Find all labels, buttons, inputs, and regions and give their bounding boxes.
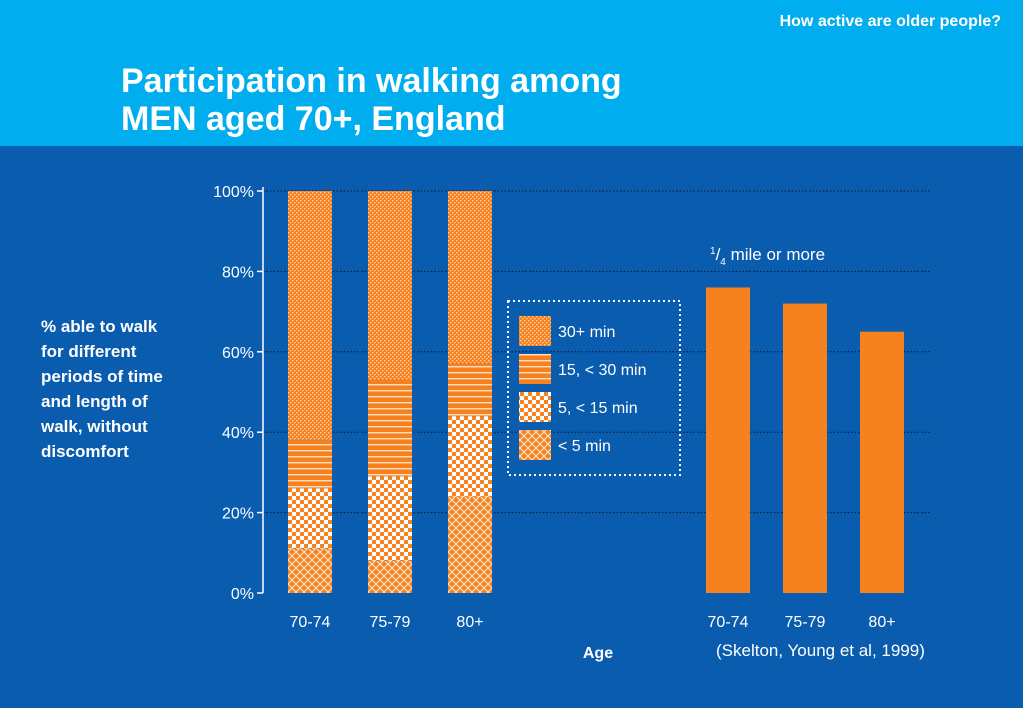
legend-label: 5, < 15 min xyxy=(558,400,638,417)
y-axis-label-line: periods of time xyxy=(41,367,163,386)
bar xyxy=(706,287,750,593)
bar xyxy=(783,303,827,593)
legend-swatch xyxy=(519,392,551,422)
bar-segment xyxy=(288,548,332,593)
bar-segment xyxy=(288,488,332,549)
legend-swatch xyxy=(519,354,551,384)
y-tick-label: 60% xyxy=(222,345,254,362)
bar-segment xyxy=(368,379,412,477)
page-title: Participation in walking among MEN aged … xyxy=(121,62,881,138)
bar-segment xyxy=(368,560,412,593)
x-tick-label: 70-74 xyxy=(708,614,749,631)
bar-segment xyxy=(448,496,492,593)
x-tick-label: 75-79 xyxy=(785,614,826,631)
bar xyxy=(860,331,904,593)
x-tick-label: 80+ xyxy=(868,614,895,631)
bar-segment xyxy=(368,191,412,380)
y-axis-label-line: and length of xyxy=(41,392,148,411)
y-tick-label: 0% xyxy=(231,586,254,603)
y-tick-label: 20% xyxy=(222,506,254,523)
legend-swatch xyxy=(519,316,551,346)
y-axis-label-line: walk, without xyxy=(41,417,148,436)
bar-segment xyxy=(448,416,492,497)
x-tick-label: 75-79 xyxy=(370,614,411,631)
legend-label: 15, < 30 min xyxy=(558,362,647,379)
title-line-1: Participation in walking among xyxy=(121,62,622,100)
series-title: How active are older people? xyxy=(779,13,1001,30)
y-axis-label: % able to walk for different periods of … xyxy=(41,314,211,464)
title-line-2: MEN aged 70+, England xyxy=(121,100,506,138)
header-band xyxy=(0,0,1023,146)
bar-segment xyxy=(448,191,492,364)
x-tick-label: 70-74 xyxy=(290,614,331,631)
x-tick-label: 80+ xyxy=(456,614,483,631)
legend-label: 30+ min xyxy=(558,324,615,341)
source-citation: (Skelton, Young et al, 1999) xyxy=(716,641,925,660)
y-tick-label: 80% xyxy=(222,264,254,281)
y-axis-label-line: for different xyxy=(41,342,137,361)
bar-segment xyxy=(288,191,332,441)
bar-segment xyxy=(288,440,332,489)
bar-segment xyxy=(368,476,412,561)
y-axis-label-line: % able to walk xyxy=(41,317,158,336)
x-axis-label: Age xyxy=(583,645,613,662)
bar-segment xyxy=(448,363,492,417)
annotation-quarter-mile: 1/4 mile or more xyxy=(710,245,825,268)
y-tick-label: 100% xyxy=(213,184,254,201)
legend-label: < 5 min xyxy=(558,438,611,455)
legend-box xyxy=(507,300,681,476)
legend-swatch xyxy=(519,430,551,460)
y-axis-label-line: discomfort xyxy=(41,442,129,461)
y-tick-label: 40% xyxy=(222,425,254,442)
